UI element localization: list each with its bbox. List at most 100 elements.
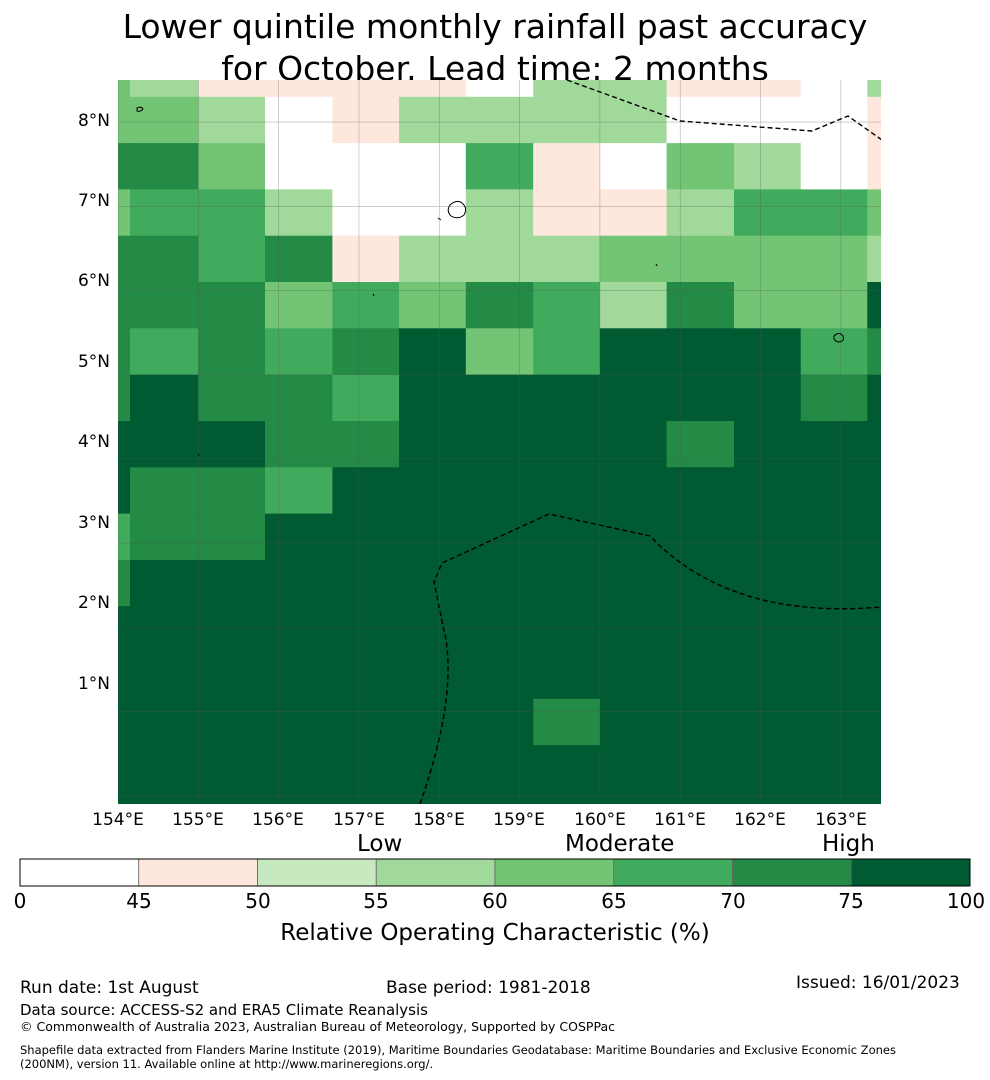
grid-cell	[533, 559, 601, 607]
maritime-boundaries	[419, 80, 881, 804]
island-islet-3	[655, 263, 658, 267]
colorbar-segment	[494, 858, 615, 887]
grid-cell	[198, 374, 266, 422]
grid-cell	[734, 235, 802, 283]
grid-cell	[332, 745, 400, 792]
grid-cell	[599, 421, 668, 468]
grid-cell	[599, 791, 668, 804]
grid-cell	[118, 513, 131, 561]
grid-cell	[399, 96, 467, 144]
grid-cell	[332, 189, 400, 237]
colorbar-outline	[19, 858, 971, 887]
grid-cell	[666, 235, 735, 283]
grid-cell	[198, 189, 266, 237]
grid-cell	[265, 559, 334, 607]
colorbar-segment	[850, 858, 971, 887]
grid-cell	[198, 328, 266, 376]
grid-cell	[465, 143, 534, 190]
grid-cell	[533, 235, 601, 283]
grid-cell	[599, 652, 668, 700]
grid-cell	[465, 745, 534, 792]
title-line-1: Lower quintile monthly rainfall past acc…	[122, 7, 868, 46]
grid-cell	[332, 80, 400, 98]
grid-cell	[666, 80, 735, 98]
grid-cell	[465, 467, 534, 515]
grid-cell	[734, 559, 802, 607]
issued-date: Issued: 16/01/2023	[796, 973, 960, 993]
lat-tick-4n: 4°N	[77, 432, 110, 452]
grid-cell	[867, 80, 881, 98]
lon-tick-163e: 163°E	[815, 810, 867, 830]
grid-cell	[533, 189, 601, 237]
lon-tick-156e: 156°E	[252, 810, 304, 830]
colorbar-segment	[138, 858, 258, 887]
grid-cell	[867, 189, 881, 237]
colorbar-tick-50: 50	[245, 889, 271, 913]
grid-cell	[867, 282, 881, 329]
grid-cell	[800, 282, 868, 329]
grid-cell	[599, 189, 668, 237]
grid-cell	[265, 791, 334, 804]
grid-cell	[734, 96, 802, 144]
colorbar-tick-45: 45	[126, 889, 152, 913]
grid-cell	[265, 606, 334, 654]
copyright: © Commonwealth of Australia 2023, Austra…	[20, 1019, 615, 1034]
grid-cell	[332, 513, 400, 561]
grid-cell	[130, 421, 199, 468]
grid-cell	[599, 374, 668, 422]
island-islet-5	[197, 453, 200, 457]
grid-cell	[599, 606, 668, 654]
base-period: Base period: 1981-2018	[386, 978, 591, 998]
grid-cell	[867, 791, 881, 804]
grid-cell	[867, 421, 881, 468]
grid-cell	[130, 791, 199, 804]
grid-cell	[118, 421, 131, 468]
grid-cell	[399, 374, 467, 422]
colorbar-segment	[375, 858, 496, 887]
colorbar-segment	[257, 858, 377, 887]
colorbar-tick-70: 70	[720, 889, 746, 913]
grid-cell	[465, 282, 534, 329]
grid-cell	[867, 143, 881, 190]
grid-cell	[198, 282, 266, 329]
grid-cell	[533, 328, 601, 376]
grid-cell	[332, 698, 400, 746]
grid-cell	[734, 652, 802, 700]
grid-cell	[867, 328, 881, 376]
grid-cell	[118, 328, 131, 376]
eez-boundary-north	[566, 80, 881, 141]
colorbar	[19, 858, 971, 887]
grid-cell	[734, 467, 802, 515]
grid-cell	[198, 96, 266, 144]
grid-cell	[533, 467, 601, 515]
island-pohnpei	[447, 200, 467, 219]
grid-cell	[599, 80, 668, 98]
category-low: Low	[357, 831, 403, 857]
grid-cell	[533, 374, 601, 422]
grid-cell	[800, 698, 868, 746]
grid-cell	[118, 745, 131, 792]
grid-cell	[800, 235, 868, 283]
grid-cell	[198, 80, 266, 98]
grid-cell	[465, 80, 534, 98]
grid-cell	[867, 96, 881, 144]
grid-cell	[599, 559, 668, 607]
grid-cell	[130, 189, 199, 237]
grid-cell	[332, 467, 400, 515]
grid-cell	[118, 282, 131, 329]
grid-cell	[666, 374, 735, 422]
grid-cell	[265, 467, 334, 515]
grid-cell	[867, 745, 881, 792]
grid-cell	[198, 791, 266, 804]
lat-tick-1n: 1°N	[77, 674, 110, 694]
grid-cell	[399, 80, 467, 98]
grid-cell	[332, 282, 400, 329]
grid-cell	[118, 96, 131, 144]
grid-cell	[198, 513, 266, 561]
grid-cell	[265, 745, 334, 792]
grid-cell	[399, 791, 467, 804]
grid-cell	[533, 513, 601, 561]
rainfall-accuracy-grid	[118, 80, 881, 804]
grid-cell	[666, 652, 735, 700]
grid-cell	[332, 374, 400, 422]
